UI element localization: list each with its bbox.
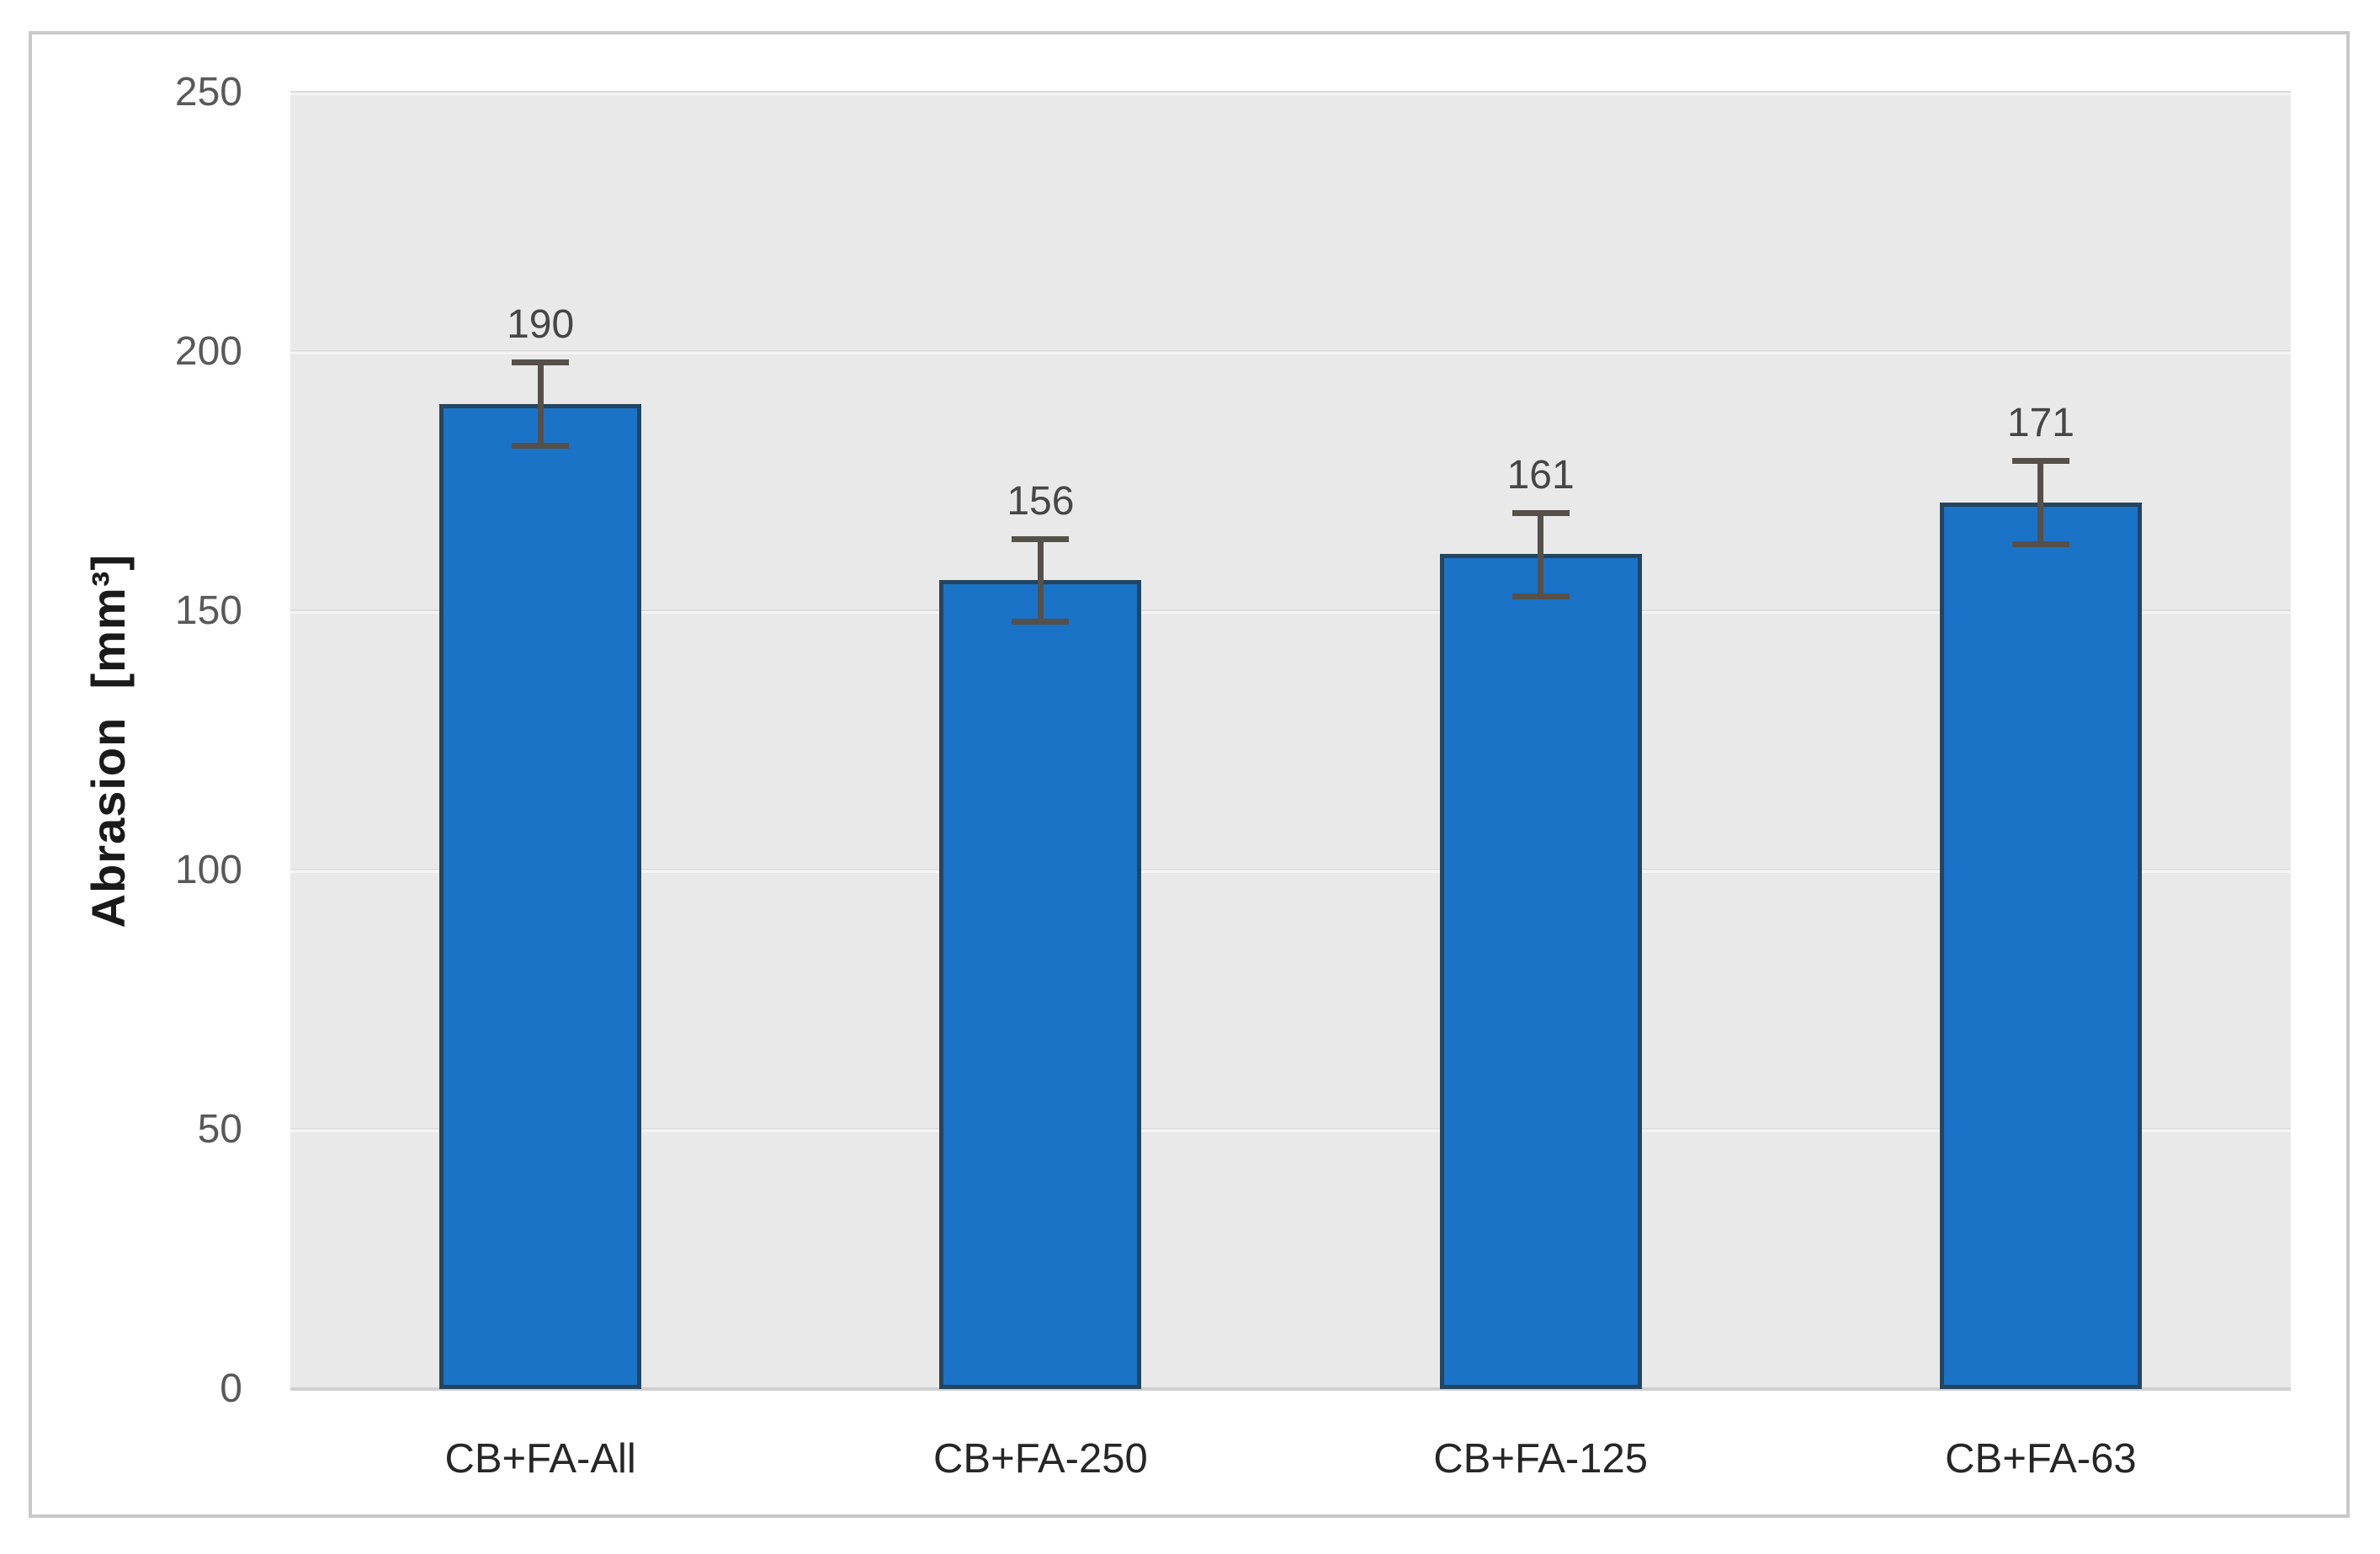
bar-value-label-CB+FA-63: 171 (2006, 401, 2075, 446)
error-bar-bottom-cap-CB+FA-125 (1511, 593, 1570, 599)
bar-CB+FA-All (439, 403, 642, 1389)
category-label-CB+FA-250: CB+FA-250 (933, 1436, 1148, 1482)
gridline-250 (290, 91, 2291, 95)
y-tick-label-150: 150 (174, 588, 242, 633)
y-tick-label-0: 0 (220, 1366, 242, 1411)
x-axis-line (290, 1387, 2291, 1391)
bar-value-label-CB+FA-250: 156 (1007, 478, 1075, 524)
error-bar-top-cap-CB+FA-63 (2011, 458, 2069, 465)
gridline-50 (290, 1128, 2291, 1132)
gridline-200 (290, 350, 2291, 354)
category-label-CB+FA-63: CB+FA-63 (1945, 1436, 2137, 1482)
category-label-CB+FA-All: CB+FA-All (444, 1436, 636, 1482)
y-tick-label-200: 200 (174, 329, 242, 374)
gridline-100 (290, 869, 2291, 873)
category-label-CB+FA-125: CB+FA-125 (1433, 1436, 1648, 1482)
y-tick-label-50: 50 (197, 1107, 242, 1152)
error-bar-top-cap-CB+FA-125 (1511, 509, 1570, 516)
error-bar-line-CB+FA-All (537, 362, 544, 445)
error-bar-line-CB+FA-250 (1037, 538, 1044, 622)
error-bar-line-CB+FA-63 (2037, 460, 2044, 544)
gridline-150 (290, 609, 2291, 614)
y-axis-title: Abrasion [mm³] (40, 93, 175, 1389)
bar-value-label-CB+FA-All: 190 (507, 302, 575, 348)
y-tick-label-250: 250 (174, 70, 242, 114)
bar-CB+FA-63 (1939, 502, 2142, 1389)
error-bar-top-cap-CB+FA-250 (1012, 535, 1070, 542)
bar-CB+FA-250 (939, 580, 1142, 1389)
error-bar-top-cap-CB+FA-All (512, 359, 570, 366)
error-bar-bottom-cap-CB+FA-63 (2011, 540, 2069, 547)
error-bar-bottom-cap-CB+FA-All (512, 442, 570, 449)
y-tick-label-100: 100 (174, 848, 242, 892)
bar-value-label-CB+FA-125: 161 (1506, 452, 1575, 498)
bar-CB+FA-125 (1439, 554, 1642, 1389)
error-bar-bottom-cap-CB+FA-250 (1012, 619, 1070, 625)
error-bar-line-CB+FA-125 (1538, 512, 1544, 596)
